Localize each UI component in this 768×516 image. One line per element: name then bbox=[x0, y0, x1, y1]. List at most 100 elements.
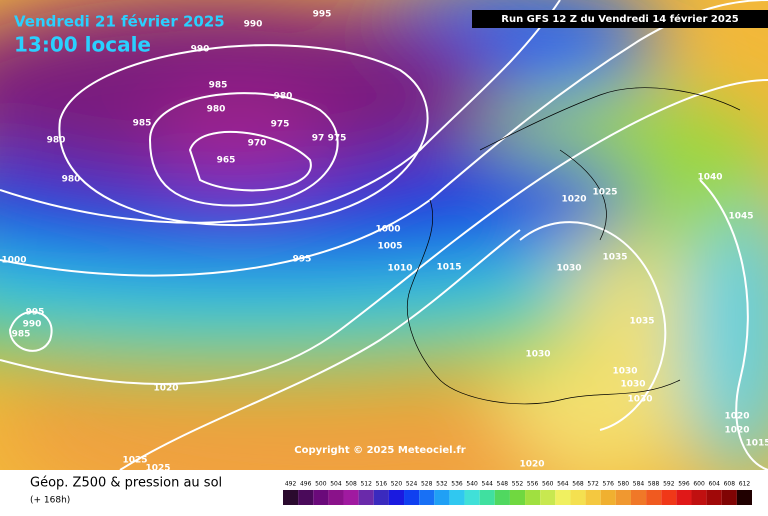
isobar-label: 965 bbox=[217, 156, 236, 166]
scale-swatch bbox=[494, 490, 510, 505]
scale-label: 584 bbox=[633, 481, 645, 488]
scale-swatch bbox=[283, 490, 299, 505]
isobar-label: 980 bbox=[62, 175, 81, 185]
scale-label: 600 bbox=[693, 481, 705, 488]
scale-label: 592 bbox=[663, 481, 675, 488]
scale-label: 500 bbox=[315, 481, 327, 488]
isobar-label: 1030 bbox=[627, 395, 652, 405]
scale-label: 588 bbox=[648, 481, 660, 488]
scale-swatch bbox=[464, 490, 480, 505]
scale-label: 512 bbox=[360, 481, 372, 488]
scale-swatch bbox=[736, 490, 752, 505]
scale-label: 504 bbox=[330, 481, 342, 488]
scale-swatch bbox=[615, 490, 631, 505]
scale-swatch bbox=[343, 490, 359, 505]
isobar-label: 1005 bbox=[377, 242, 402, 252]
scale-label: 572 bbox=[587, 481, 599, 488]
isobar-label: 1020 bbox=[561, 195, 586, 205]
isobar-label: 995 bbox=[293, 255, 312, 265]
scale-label: 576 bbox=[603, 481, 615, 488]
scale-label: 596 bbox=[678, 481, 690, 488]
footer-subtitle: (+ 168h) bbox=[30, 496, 70, 506]
scale-label: 532 bbox=[436, 481, 448, 488]
scale-swatch bbox=[404, 490, 420, 505]
scale-swatch bbox=[585, 490, 601, 505]
scale-swatch bbox=[419, 490, 435, 505]
scale-swatch bbox=[600, 490, 616, 505]
scale-swatch bbox=[555, 490, 571, 505]
isobar-label: 1020 bbox=[724, 426, 749, 436]
scale-swatch bbox=[434, 490, 450, 505]
scale-swatch bbox=[313, 490, 329, 505]
isobar-label: 1045 bbox=[728, 212, 753, 222]
scale-swatch bbox=[676, 490, 692, 505]
scale-swatch bbox=[570, 490, 586, 505]
scale-swatch bbox=[388, 490, 405, 505]
isobar-label: 1025 bbox=[592, 188, 617, 198]
scale-label: 604 bbox=[708, 481, 720, 488]
scale-swatch bbox=[373, 490, 389, 505]
scale-label: 564 bbox=[557, 481, 569, 488]
scale-label: 540 bbox=[466, 481, 478, 488]
isobar-label: 1000 bbox=[1, 256, 26, 266]
scale-label: 568 bbox=[572, 481, 584, 488]
isobar-label: 985 bbox=[12, 330, 31, 340]
scale-label: 556 bbox=[527, 481, 539, 488]
scale-label: 552 bbox=[512, 481, 524, 488]
isobar-label: 980 bbox=[47, 136, 66, 146]
isobar-label: 1000 bbox=[375, 225, 400, 235]
scale-swatch bbox=[691, 490, 707, 505]
run-box bbox=[472, 10, 768, 28]
isobar-label: 1030 bbox=[556, 264, 581, 274]
isobar-label: 1025 bbox=[145, 464, 170, 474]
isobar-label: 1040 bbox=[697, 173, 722, 183]
scale-swatch bbox=[646, 490, 662, 505]
isobar-label: 1015 bbox=[436, 263, 461, 273]
isobar-label: 1015 bbox=[745, 439, 768, 449]
isobar-label: 990 bbox=[244, 20, 263, 30]
isobar-label: 1020 bbox=[519, 460, 544, 470]
scale-label: 528 bbox=[421, 481, 433, 488]
scale-swatch bbox=[630, 490, 647, 505]
isobar-label: 97 bbox=[312, 134, 325, 144]
scale-swatch bbox=[540, 490, 556, 505]
scale-swatch bbox=[721, 490, 737, 505]
scale-swatch bbox=[509, 490, 526, 505]
scale-swatch bbox=[525, 490, 541, 505]
isobar-label: 1030 bbox=[525, 350, 550, 360]
scale-swatch bbox=[298, 490, 314, 505]
scale-label: 536 bbox=[451, 481, 463, 488]
coastlines bbox=[406, 87, 741, 405]
scale-label: 608 bbox=[724, 481, 736, 488]
isobar-label: 995 bbox=[313, 10, 332, 20]
scale-label: 496 bbox=[300, 481, 312, 488]
isobar-label: 1020 bbox=[153, 384, 178, 394]
scale-swatch bbox=[661, 490, 677, 505]
scale-label: 492 bbox=[285, 481, 297, 488]
forecast-date: Vendredi 21 février 2025 bbox=[14, 13, 225, 31]
isobar-label: 980 bbox=[207, 105, 226, 115]
scale-label: 520 bbox=[391, 481, 403, 488]
scale-swatch bbox=[479, 490, 495, 505]
isobar-label: 1035 bbox=[602, 253, 627, 263]
scale-swatch bbox=[358, 490, 374, 505]
scale-label: 580 bbox=[618, 481, 630, 488]
isobar-label: 1030 bbox=[620, 380, 645, 390]
isobar-label: 1025 bbox=[122, 456, 147, 466]
color-scale: 492 496 500 504 508 512 516 520 524 528 532 536 540 5… bbox=[283, 481, 752, 505]
isobar-label: 1020 bbox=[724, 412, 749, 422]
isobar-label: 990 bbox=[23, 320, 42, 330]
scale-label: 548 bbox=[497, 481, 509, 488]
isobar-label: 970 bbox=[248, 139, 267, 149]
copyright: Copyright © 2025 Meteociel.fr bbox=[294, 445, 465, 456]
scale-label: 544 bbox=[482, 481, 494, 488]
isobar-label: 995 bbox=[26, 308, 45, 318]
isobar-label: 1030 bbox=[612, 367, 637, 377]
isobar-label: 985 bbox=[133, 119, 152, 129]
isobar-label: 1010 bbox=[387, 264, 412, 274]
isobar-label: 975 bbox=[328, 134, 347, 144]
forecast-time: 13:00 locale bbox=[14, 33, 151, 57]
